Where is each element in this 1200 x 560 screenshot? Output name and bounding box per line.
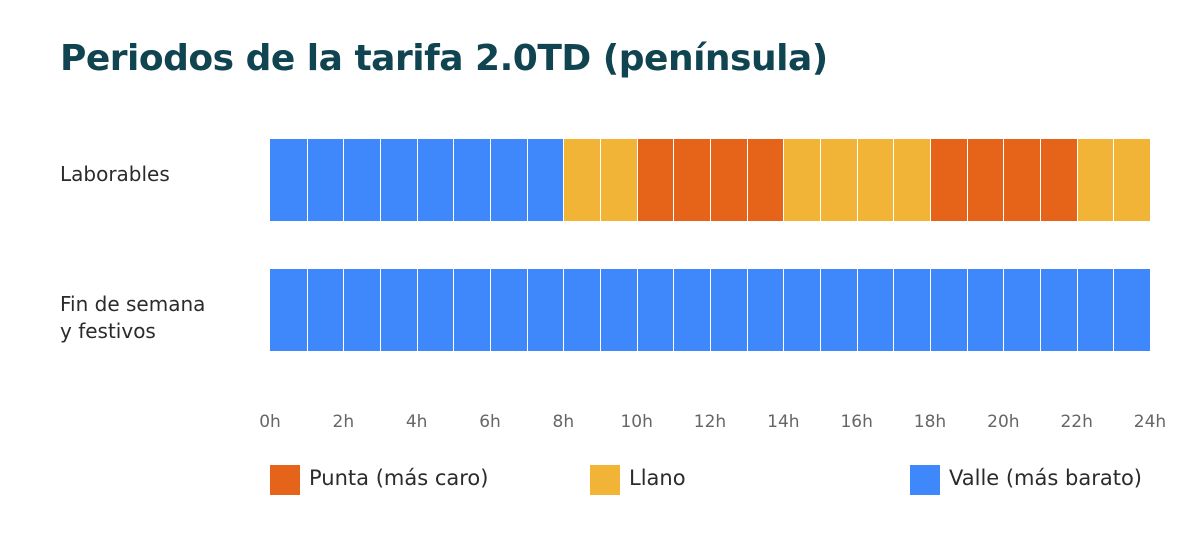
hour-cell-valle	[1040, 269, 1077, 351]
hour-cell-llano	[563, 139, 600, 221]
x-tick-label: 20h	[987, 412, 1020, 432]
hour-cell-valle	[856, 269, 894, 351]
legend-swatch-valle	[910, 465, 940, 495]
hour-cell-valle	[343, 269, 380, 351]
hour-cell-punta	[710, 139, 747, 221]
x-tick-label: 2h	[332, 412, 355, 432]
hour-cell-valle	[526, 139, 564, 221]
hour-cell-valle	[636, 269, 674, 351]
hour-cell-valle	[490, 269, 527, 351]
row-label-laborables: Laborables	[60, 162, 170, 186]
hour-cell-punta	[673, 139, 710, 221]
legend-label-valle: Valle (más barato)	[949, 466, 1142, 490]
hour-cell-punta	[930, 139, 967, 221]
hour-cell-punta	[636, 139, 674, 221]
hour-cell-valle	[563, 269, 600, 351]
hour-cell-punta	[746, 139, 784, 221]
hour-cell-valle	[930, 269, 967, 351]
hour-bar-fin-de-semana	[270, 269, 1150, 351]
hour-cell-valle	[1003, 269, 1040, 351]
hour-cell-llano	[856, 139, 894, 221]
hour-cell-punta	[966, 139, 1004, 221]
hour-cell-valle	[966, 269, 1004, 351]
hour-cell-valle	[380, 139, 417, 221]
hour-cell-valle	[673, 269, 710, 351]
hour-cell-llano	[783, 139, 820, 221]
hour-cell-valle	[893, 269, 930, 351]
x-tick-label: 6h	[479, 412, 501, 432]
hour-cell-valle	[270, 139, 307, 221]
x-tick-label: 0h	[259, 412, 281, 432]
chart-title: Periodos de la tarifa 2.0TD (península)	[60, 38, 828, 79]
hour-cell-valle	[820, 269, 857, 351]
hour-cell-valle	[1113, 269, 1150, 351]
hour-cell-valle	[416, 269, 454, 351]
hour-cell-punta	[1040, 139, 1077, 221]
hour-cell-valle	[490, 139, 527, 221]
hour-cell-llano	[1113, 139, 1150, 221]
hour-cell-valle	[1076, 269, 1114, 351]
x-tick-label: 12h	[693, 412, 727, 432]
hour-cell-valle	[416, 139, 454, 221]
hour-cell-valle	[380, 269, 417, 351]
x-tick-label: 10h	[620, 412, 653, 432]
x-tick-label: 24h	[1133, 412, 1167, 432]
legend-swatch-llano	[590, 465, 620, 495]
legend-label-llano: Llano	[629, 466, 686, 490]
hour-cell-valle	[270, 269, 307, 351]
x-tick-label: 14h	[767, 412, 800, 432]
legend-swatch-punta	[270, 465, 300, 495]
hour-bar-laborables	[270, 139, 1150, 221]
hour-cell-llano	[1076, 139, 1114, 221]
hour-cell-llano	[600, 139, 637, 221]
legend-label-punta: Punta (más caro)	[309, 466, 489, 490]
x-tick-label: 16h	[840, 412, 873, 432]
x-tick-label: 22h	[1060, 412, 1093, 432]
x-tick-label: 8h	[552, 412, 575, 432]
x-tick-label: 4h	[405, 412, 428, 432]
hour-cell-valle	[306, 139, 344, 221]
x-tick-label: 18h	[913, 412, 947, 432]
hour-cell-valle	[306, 269, 344, 351]
hour-cell-valle	[453, 269, 490, 351]
hour-cell-punta	[1003, 139, 1040, 221]
hour-cell-llano	[893, 139, 930, 221]
row-label-fin-de-semana: Fin de semana y festivos	[60, 292, 206, 343]
hour-cell-valle	[526, 269, 564, 351]
hour-cell-valle	[710, 269, 747, 351]
hour-cell-valle	[600, 269, 637, 351]
hour-cell-valle	[783, 269, 820, 351]
hour-cell-valle	[453, 139, 490, 221]
hour-cell-valle	[343, 139, 380, 221]
hour-cell-llano	[820, 139, 857, 221]
hour-cell-valle	[746, 269, 784, 351]
